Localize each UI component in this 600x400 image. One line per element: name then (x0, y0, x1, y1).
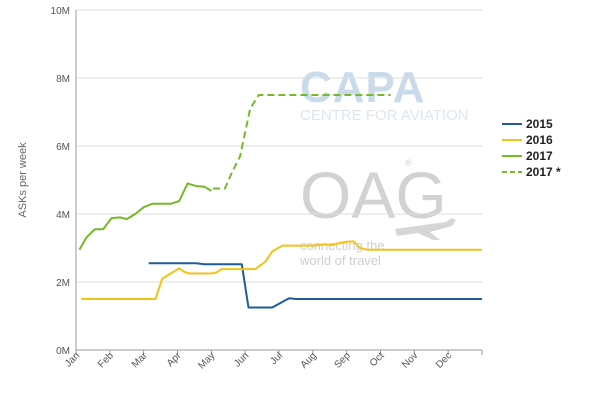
x-tick-label: Sep (332, 350, 353, 371)
series-line-2015 (148, 262, 482, 309)
watermark-group: CAPA CENTRE FOR AVIATION OAG ® connectin… (299, 63, 469, 268)
x-tick-label: May (196, 350, 217, 371)
oag-logo-watermark: OAG (300, 158, 447, 232)
capa-logo-watermark: CAPA (300, 63, 425, 112)
grid-group (76, 9, 482, 283)
series-line-2016 (81, 240, 482, 300)
x-tick-label: Aug (299, 350, 319, 370)
y-tick-label: 10M (51, 6, 70, 17)
capa-subtitle-watermark: CENTRE FOR AVIATION (300, 107, 469, 124)
legend: 2015 2016 2017 2017 * (502, 117, 561, 179)
legend-label: 2016 (526, 133, 553, 147)
x-tick-label: Jul (268, 350, 285, 367)
x-tick-label: Apr (165, 350, 184, 369)
y-tick-label: 2M (56, 278, 70, 289)
oag-registered-mark: ® (405, 158, 412, 168)
y-tick-label: 6M (56, 142, 70, 153)
x-tick-label: Feb (96, 350, 116, 370)
x-tick-label: Nov (400, 350, 420, 370)
legend-label: 2017 * (526, 165, 561, 179)
x-tick-label: Jun (232, 350, 251, 369)
x-tick-label: Oct (368, 350, 387, 369)
airplane-watermark-icon (395, 218, 456, 240)
y-tick-label: 8M (56, 74, 70, 85)
y-tick-label: 4M (56, 210, 70, 221)
legend-label: 2015 (526, 117, 553, 131)
y-tick-label: 0M (56, 346, 70, 357)
series-line-2017-forecast (213, 94, 391, 190)
x-tick-label: Dec (434, 350, 454, 370)
series-line-2017 (78, 182, 212, 251)
series-group (78, 94, 482, 309)
x-tick-label: Mar (130, 350, 150, 370)
y-axis-label: ASKs per week (17, 142, 29, 218)
legend-label: 2017 (526, 149, 553, 163)
oag-tagline-line2: world of travel (299, 253, 381, 268)
